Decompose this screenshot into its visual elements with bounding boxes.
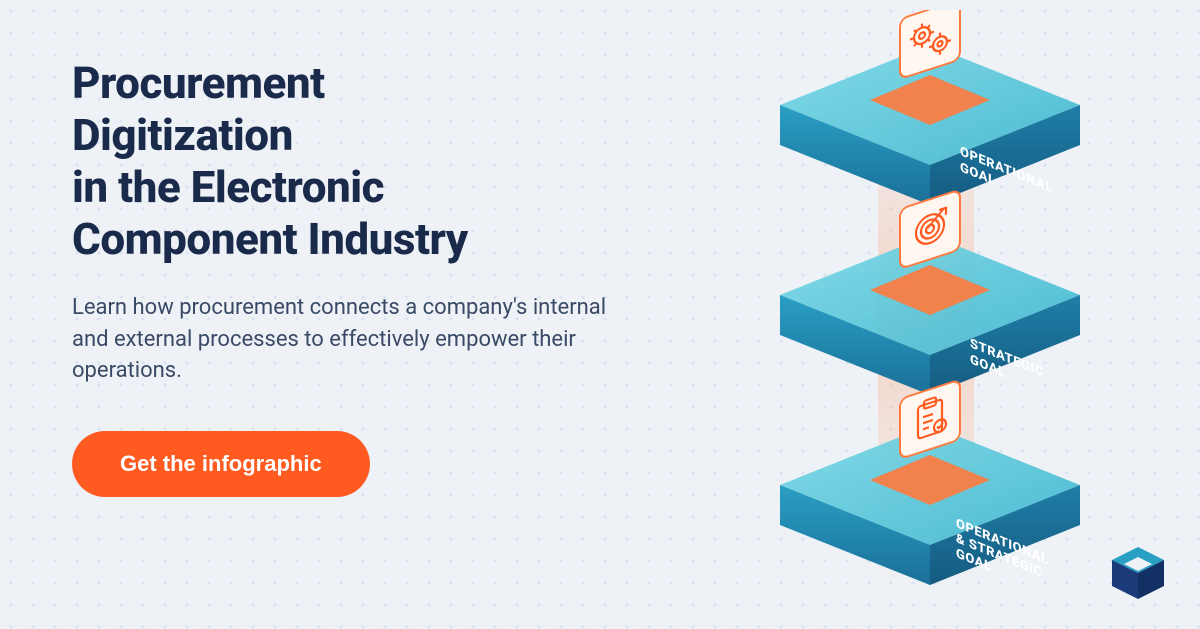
tier-strategic: STRATEGIC GOAL xyxy=(780,190,1080,399)
description: Learn how procurement connects a company… xyxy=(72,292,632,388)
title-line: Digitization xyxy=(72,109,293,161)
brand-logo-icon xyxy=(1106,541,1170,605)
tier-operational-strategic: OPERATIONAL & STRATEGIC GOAL xyxy=(780,380,1080,600)
title-line: Component Industry xyxy=(72,213,468,265)
tier-operational: OPERATIONAL GOAL xyxy=(780,10,1080,214)
title-line: Procurement xyxy=(72,57,325,109)
page-title: Procurement Digitization in the Electron… xyxy=(72,58,632,266)
title-line: in the Electronic xyxy=(72,161,384,213)
cta-button[interactable]: Get the infographic xyxy=(72,431,370,497)
text-content: Procurement Digitization in the Electron… xyxy=(72,58,632,497)
isometric-tiers-illustration: OPERATIONAL GOAL STRATEGIC GOAL xyxy=(710,10,1170,620)
